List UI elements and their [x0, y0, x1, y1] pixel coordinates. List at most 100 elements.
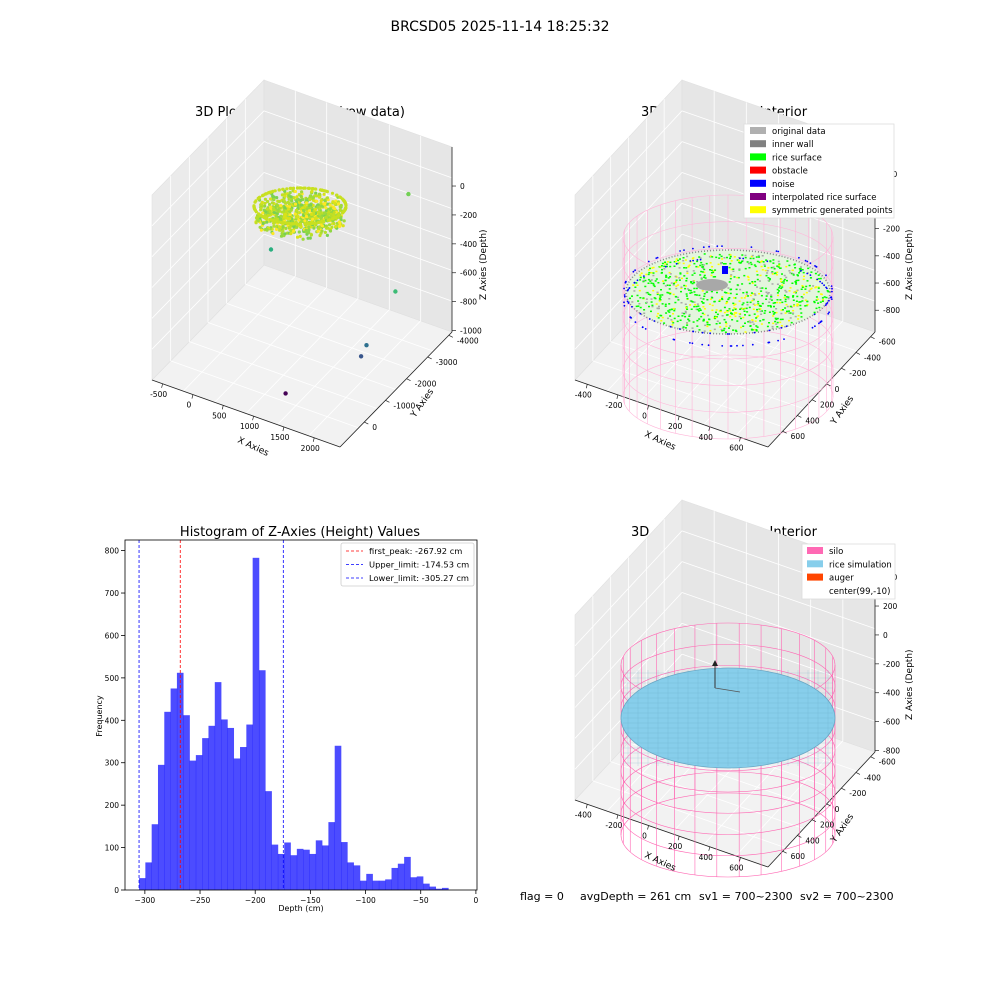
classified-point	[647, 278, 650, 281]
classified-point	[738, 268, 741, 270]
noise-point	[692, 330, 694, 333]
classified-point	[679, 258, 681, 260]
data-point	[335, 193, 339, 197]
data-point	[279, 234, 284, 238]
classified-point	[708, 324, 711, 326]
x-tick-label: 0	[642, 832, 647, 841]
classified-point	[736, 284, 739, 286]
classified-point	[707, 314, 709, 317]
noise-point	[739, 257, 741, 260]
y-axis-label: Frequency	[95, 695, 104, 737]
classified-point	[668, 309, 671, 311]
classified-point	[792, 295, 795, 297]
data-point	[339, 218, 343, 222]
x-tick-label: −50	[413, 896, 429, 905]
y-tick	[427, 356, 432, 360]
classified-point	[816, 298, 819, 300]
classified-point	[715, 309, 718, 311]
y-tick	[782, 430, 787, 434]
classified-point	[678, 267, 681, 269]
classified-point	[796, 304, 799, 307]
classified-point	[687, 266, 690, 268]
legend-box	[743, 123, 895, 219]
classified-point	[686, 288, 689, 290]
classified-point	[775, 323, 778, 325]
classified-point	[743, 297, 746, 299]
z-tick-label: -800	[883, 306, 900, 315]
classified-point	[738, 300, 741, 302]
data-point	[320, 220, 324, 224]
classified-point	[667, 317, 669, 320]
data-point	[261, 221, 265, 226]
classified-point	[724, 321, 727, 323]
classified-point	[729, 310, 732, 312]
classified-point	[774, 272, 777, 274]
data-point	[293, 202, 298, 206]
y-tick-label: 600	[791, 852, 806, 861]
noise-point	[751, 343, 754, 346]
classified-point	[725, 314, 728, 316]
data-point	[256, 196, 260, 201]
classified-point	[706, 325, 709, 328]
z-tick-label: -200	[883, 225, 900, 234]
classified-point	[684, 259, 687, 261]
noise-point	[648, 318, 651, 320]
classified-point	[691, 257, 694, 260]
data-point	[340, 197, 344, 201]
classified-point	[674, 295, 677, 298]
histogram-bar	[366, 873, 373, 890]
classified-point	[731, 313, 734, 315]
x-tick	[739, 437, 741, 442]
classified-point	[752, 298, 755, 300]
noise-point	[627, 288, 630, 291]
x-tick-label: -400	[575, 810, 592, 819]
x-tick	[708, 426, 711, 431]
classified-point	[702, 318, 705, 321]
classified-point	[751, 282, 754, 284]
classified-point	[702, 320, 705, 322]
classified-point	[672, 322, 675, 324]
classified-point	[719, 309, 722, 312]
classified-point	[818, 306, 821, 309]
data-point	[299, 194, 303, 198]
classified-point	[672, 293, 675, 296]
data-point	[310, 217, 315, 221]
x-tick-label: 200	[668, 842, 683, 851]
classified-point	[669, 265, 672, 268]
classified-point	[721, 297, 723, 300]
classified-point	[783, 278, 786, 281]
noise-point	[636, 279, 639, 282]
classified-point	[665, 263, 668, 265]
noise-point	[692, 259, 694, 262]
classified-point	[669, 273, 672, 275]
data-point	[310, 189, 314, 193]
classified-point	[785, 291, 788, 293]
classified-point	[768, 322, 770, 324]
classified-point	[696, 281, 699, 283]
classified-point	[739, 288, 742, 291]
classified-point	[693, 291, 696, 293]
classified-point	[644, 279, 647, 282]
data-point	[332, 221, 336, 226]
classified-point	[674, 281, 677, 283]
data-point	[309, 233, 313, 237]
data-point	[268, 209, 272, 214]
noise-point	[633, 281, 636, 284]
y-tick	[826, 383, 831, 387]
data-point	[332, 213, 336, 217]
classified-point	[752, 257, 755, 260]
panel-raw-scatter: 3D Plot of Silo Interior(row data) -5000…	[150, 79, 489, 459]
data-point	[284, 201, 288, 205]
classified-point	[781, 301, 784, 304]
classified-point	[826, 290, 829, 292]
classified-point	[681, 315, 684, 317]
classified-point	[710, 272, 713, 274]
classified-point	[780, 309, 783, 311]
classified-point	[784, 298, 787, 301]
classified-point	[723, 257, 726, 259]
x-tick-label: -200	[605, 401, 622, 410]
classified-point	[712, 271, 715, 274]
classified-point	[639, 306, 642, 309]
classified-point	[759, 305, 762, 307]
classified-point	[747, 321, 750, 323]
